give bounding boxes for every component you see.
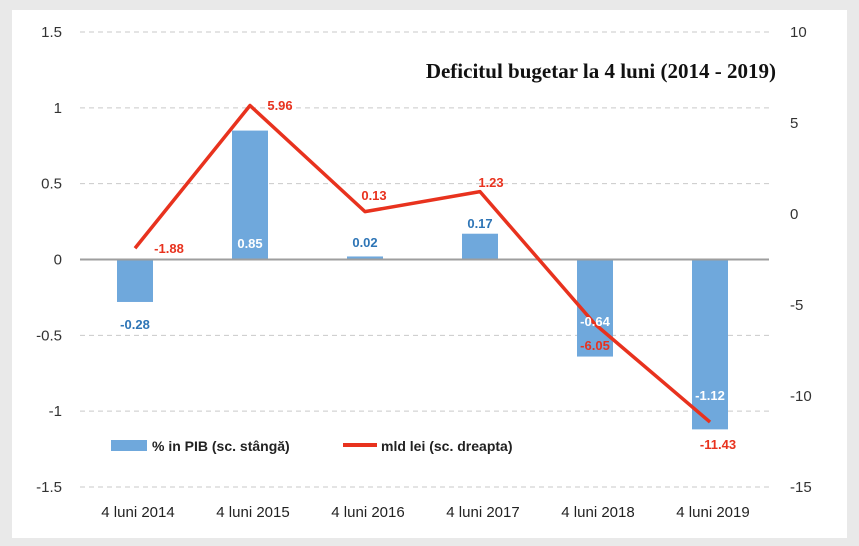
chart-frame: 1.5 1 0.5 0 -0.5 -1 -1.5 10 5 0 -5 -10 -15 4 luni 2… xyxy=(12,10,847,538)
left-tick-label: 1.5 xyxy=(41,24,62,41)
legend-bar-swatch xyxy=(111,440,147,451)
left-tick-label: -1.5 xyxy=(36,479,62,496)
left-tick-label: 1 xyxy=(54,100,62,117)
line-data-label: 1.23 xyxy=(478,175,503,190)
bar-data-label: -0.28 xyxy=(120,317,150,332)
bar-data-label: 0.17 xyxy=(467,216,492,231)
bar xyxy=(692,259,728,430)
right-axis-ticks: 10 5 0 -5 -10 -15 xyxy=(790,24,812,496)
series-line xyxy=(133,103,712,424)
right-tick-label: 10 xyxy=(790,24,807,41)
legend: % in PIB (sc. stângă) mld lei (sc. dreap… xyxy=(111,438,512,454)
category-label: 4 luni 2016 xyxy=(331,504,404,521)
category-label: 4 luni 2014 xyxy=(101,504,174,521)
line-data-labels: -1.88 5.96 0.13 1.23 -6.05 -11.43 xyxy=(154,98,736,452)
right-tick-label: 5 xyxy=(790,115,798,132)
bar xyxy=(232,130,268,260)
right-tick-label: 0 xyxy=(790,206,798,223)
right-tick-label: -15 xyxy=(790,479,812,496)
bar xyxy=(462,233,498,260)
budget-deficit-chart: 1.5 1 0.5 0 -0.5 -1 -1.5 10 5 0 -5 -10 -15 4 luni 2… xyxy=(36,24,812,521)
left-tick-label: 0.5 xyxy=(41,176,62,193)
right-tick-label: -5 xyxy=(790,297,803,314)
left-tick-label: -0.5 xyxy=(36,327,62,344)
left-tick-label: 0 xyxy=(54,252,62,269)
bar-data-label: -0.64 xyxy=(580,314,610,329)
right-tick-label: -10 xyxy=(790,388,812,405)
left-tick-label: -1 xyxy=(49,403,62,420)
bar-data-label: 0.85 xyxy=(237,236,262,251)
bar xyxy=(347,256,383,260)
bar-data-label: 0.02 xyxy=(352,235,377,250)
legend-line-label: mld lei (sc. dreapta) xyxy=(381,438,512,454)
bar xyxy=(117,259,153,302)
left-axis-ticks: 1.5 1 0.5 0 -0.5 -1 -1.5 xyxy=(36,24,62,496)
line-data-label: -11.43 xyxy=(700,437,736,452)
category-label: 4 luni 2015 xyxy=(216,504,289,521)
gridlines xyxy=(80,31,769,488)
line-data-label: -6.05 xyxy=(580,338,610,353)
legend-bar-label: % in PIB (sc. stângă) xyxy=(152,438,290,454)
bar-data-label: -1.12 xyxy=(695,388,725,403)
category-label: 4 luni 2018 xyxy=(561,504,634,521)
line-data-label: 0.13 xyxy=(361,188,386,203)
chart-title: Deficitul bugetar la 4 luni (2014 - 2019… xyxy=(426,59,776,83)
line-series xyxy=(133,103,712,424)
category-label: 4 luni 2019 xyxy=(676,504,749,521)
line-data-label: -1.88 xyxy=(154,241,184,256)
category-labels: 4 luni 2014 4 luni 2015 4 luni 2016 4 luni … xyxy=(101,504,749,521)
bar-series xyxy=(117,130,728,430)
bar-data-labels: -0.28 0.85 0.02 0.17 -0.64 -1.12 xyxy=(120,216,725,403)
line-data-label: 5.96 xyxy=(267,98,292,113)
category-label: 4 luni 2017 xyxy=(446,504,519,521)
